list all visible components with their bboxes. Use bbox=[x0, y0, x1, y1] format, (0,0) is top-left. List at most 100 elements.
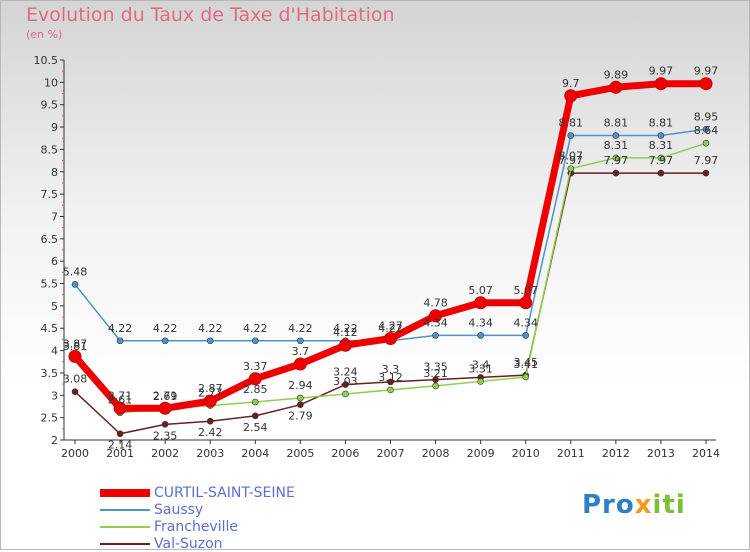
data-point bbox=[432, 382, 439, 390]
data-label: 4.34 bbox=[468, 316, 493, 329]
y-tick-label: 2 bbox=[51, 434, 58, 447]
data-label: 8.81 bbox=[649, 117, 674, 130]
data-label: 2.69 bbox=[153, 390, 178, 403]
data-label: 3.35 bbox=[423, 361, 448, 374]
legend-item: Francheville bbox=[100, 518, 295, 535]
data-label: 8.81 bbox=[604, 117, 629, 130]
data-point bbox=[251, 412, 259, 420]
data-label: 7.97 bbox=[649, 154, 674, 167]
data-point bbox=[297, 337, 304, 345]
y-tick-label: 6.5 bbox=[41, 233, 59, 246]
x-tick-label: 2004 bbox=[241, 447, 269, 460]
legend-swatch bbox=[100, 542, 150, 545]
data-point bbox=[71, 388, 79, 396]
data-label: 3.81 bbox=[63, 340, 88, 353]
x-tick-label: 2003 bbox=[196, 447, 224, 460]
data-point bbox=[251, 398, 259, 406]
data-label: 8.31 bbox=[649, 139, 674, 152]
data-point bbox=[338, 338, 352, 352]
x-tick-label: 2006 bbox=[331, 447, 359, 460]
data-point bbox=[657, 132, 665, 139]
data-label: 4.22 bbox=[333, 322, 358, 335]
legend-label: Val-Suzon bbox=[154, 535, 223, 552]
data-label: 3.45 bbox=[513, 356, 538, 369]
legend-item: Saussy bbox=[100, 501, 295, 518]
data-label: 3.08 bbox=[63, 373, 88, 386]
data-label: 4.22 bbox=[108, 322, 133, 335]
data-point bbox=[293, 357, 307, 371]
data-label: 8.95 bbox=[694, 110, 719, 123]
legend-swatch bbox=[100, 488, 150, 497]
data-point bbox=[522, 332, 530, 339]
data-label: 4.78 bbox=[423, 297, 448, 310]
y-tick-label: 10 bbox=[44, 76, 58, 89]
data-point bbox=[158, 401, 172, 415]
data-point bbox=[116, 430, 124, 438]
data-label: 8.81 bbox=[559, 117, 584, 130]
legend-item: Val-Suzon bbox=[100, 535, 295, 552]
data-label: 2.71 bbox=[153, 389, 178, 402]
data-point bbox=[567, 165, 575, 172]
y-tick-label: 6 bbox=[51, 255, 58, 268]
data-point bbox=[206, 337, 214, 345]
data-label: 9.89 bbox=[604, 68, 629, 81]
y-tick-label: 7 bbox=[51, 210, 58, 223]
data-label: 2.61 bbox=[108, 394, 133, 407]
data-label: 4.34 bbox=[423, 316, 448, 329]
data-label: 4.22 bbox=[153, 322, 178, 335]
data-label: 2.85 bbox=[243, 383, 268, 396]
data-point bbox=[387, 378, 394, 386]
data-label: 3.87 bbox=[63, 337, 88, 350]
data-label: 7.97 bbox=[694, 154, 719, 167]
x-tick-label: 2011 bbox=[557, 447, 585, 460]
legend: CURTIL-SAINT-SEINE Saussy Francheville Val-… bbox=[100, 484, 295, 552]
data-label: 4.34 bbox=[513, 316, 538, 329]
data-label: 9.97 bbox=[649, 65, 674, 78]
data-point bbox=[702, 125, 710, 133]
data-label: 2.54 bbox=[243, 421, 268, 434]
data-label: 3.3 bbox=[382, 363, 400, 376]
data-label: 2.14 bbox=[108, 439, 133, 452]
logo-part-2: x bbox=[634, 490, 653, 520]
data-point bbox=[161, 421, 169, 428]
data-point bbox=[297, 401, 304, 408]
data-point bbox=[612, 132, 620, 139]
legend-item: CURTIL-SAINT-SEINE bbox=[100, 484, 295, 501]
y-tick-label: 4 bbox=[51, 345, 58, 358]
series-line-0 bbox=[71, 80, 710, 412]
data-point bbox=[297, 394, 304, 402]
data-point bbox=[612, 154, 620, 162]
legend-label: CURTIL-SAINT-SEINE bbox=[154, 484, 295, 501]
y-tick-label: 5.5 bbox=[41, 278, 59, 291]
chart-axes: 2 2.5 3 3.5 4 4.5 5 5.5 6 6.5 7 7.5 8 8.5 9 9.5 10 10.5 20… bbox=[34, 54, 721, 460]
data-point bbox=[702, 139, 710, 147]
data-point bbox=[251, 337, 259, 345]
y-tick-label: 5 bbox=[51, 300, 58, 313]
data-point bbox=[161, 337, 169, 345]
data-label: 5.07 bbox=[468, 284, 493, 297]
legend-swatch bbox=[100, 525, 150, 528]
data-point bbox=[68, 349, 82, 363]
data-label: 5.48 bbox=[63, 265, 88, 278]
data-point bbox=[387, 386, 394, 394]
x-tick-label: 2001 bbox=[106, 447, 134, 460]
x-tick-label: 2008 bbox=[422, 447, 450, 460]
data-label: 2.42 bbox=[198, 426, 223, 439]
data-label: 9.97 bbox=[694, 65, 719, 78]
data-point bbox=[474, 296, 488, 310]
data-label: 2.71 bbox=[108, 389, 133, 402]
y-tick-label: 4.5 bbox=[41, 322, 59, 335]
x-tick-label: 2013 bbox=[647, 447, 675, 460]
data-point bbox=[477, 332, 484, 339]
data-point bbox=[342, 381, 349, 388]
data-label: 3.31 bbox=[468, 362, 493, 375]
x-tick-label: 2005 bbox=[286, 447, 314, 460]
x-tick-label: 2010 bbox=[512, 447, 540, 460]
data-label: 3.7 bbox=[292, 345, 310, 358]
x-tick-label: 2007 bbox=[377, 447, 405, 460]
logo-part-3: iti bbox=[652, 490, 686, 520]
proxiti-logo: Proxiti bbox=[582, 490, 686, 520]
data-label: 3.21 bbox=[423, 367, 448, 380]
logo-part-1: Pro bbox=[582, 490, 635, 520]
